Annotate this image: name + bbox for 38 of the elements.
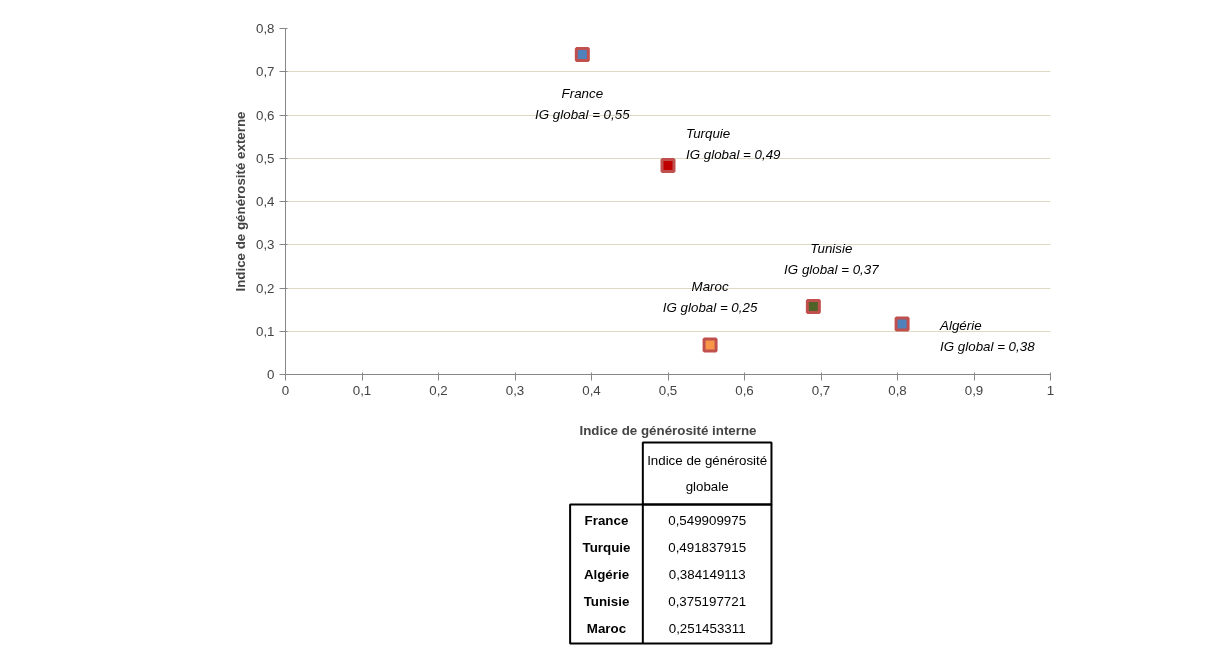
category-label: France <box>584 513 629 528</box>
y-tick-label: 0,7 <box>255 64 275 80</box>
annotation: Turquie IG global = 0,49 <box>686 125 782 162</box>
x-tick-label: 0 <box>281 382 290 398</box>
text: 0,251453311 <box>668 621 746 636</box>
x-tick-label: 0,5 <box>658 382 678 398</box>
x-tick-label: 0,3 <box>505 382 525 398</box>
text: 0,375197721 <box>668 594 747 609</box>
y-tick-label: 0,1 <box>255 323 275 339</box>
y-tick-label: 0,3 <box>255 237 275 253</box>
category-label: Turquie <box>582 540 631 555</box>
x-tick-label: 0,7 <box>811 382 831 398</box>
y-tick-label: 0,6 <box>255 107 275 123</box>
x-tick-label: 0,6 <box>735 382 754 398</box>
x-tick-label: 0,4 <box>582 382 602 398</box>
y-tick-label: 0,8 <box>255 21 275 36</box>
x-tick-label: 1 <box>1046 382 1055 398</box>
text: 0,491837915 <box>668 540 747 555</box>
text: Indice de générosité globale <box>647 453 768 494</box>
y-tick-label: 0,5 <box>255 150 275 166</box>
annotation: France IG global = 0,55 <box>535 86 631 123</box>
y-tick-label: 0,2 <box>255 280 275 296</box>
text: 0,384149113 <box>668 567 746 582</box>
x-tick-label: 0,2 <box>429 382 448 398</box>
annotation: Algérie IG global = 0,38 <box>939 317 1036 354</box>
x-tick-label: 0,9 <box>964 382 984 398</box>
y-tick-label: 0,4 <box>255 194 276 209</box>
category-label: Algérie <box>583 567 630 582</box>
text: 0,549909975 <box>668 513 747 528</box>
annotation: Tunisie IG global = 0,37 <box>784 240 880 277</box>
category-label: Maroc <box>586 621 627 636</box>
x-axis-title: Indice de générosité interne <box>579 422 757 438</box>
y-tick-label: 0 <box>267 367 275 382</box>
y-axis-title: Indice de générosité externe <box>232 111 248 292</box>
x-tick-label: 0,1 <box>352 382 372 398</box>
x-tick-label: 0,8 <box>888 382 907 398</box>
category-label: Tunisie <box>583 594 630 609</box>
annotation: Maroc IG global = 0,25 <box>662 279 758 316</box>
